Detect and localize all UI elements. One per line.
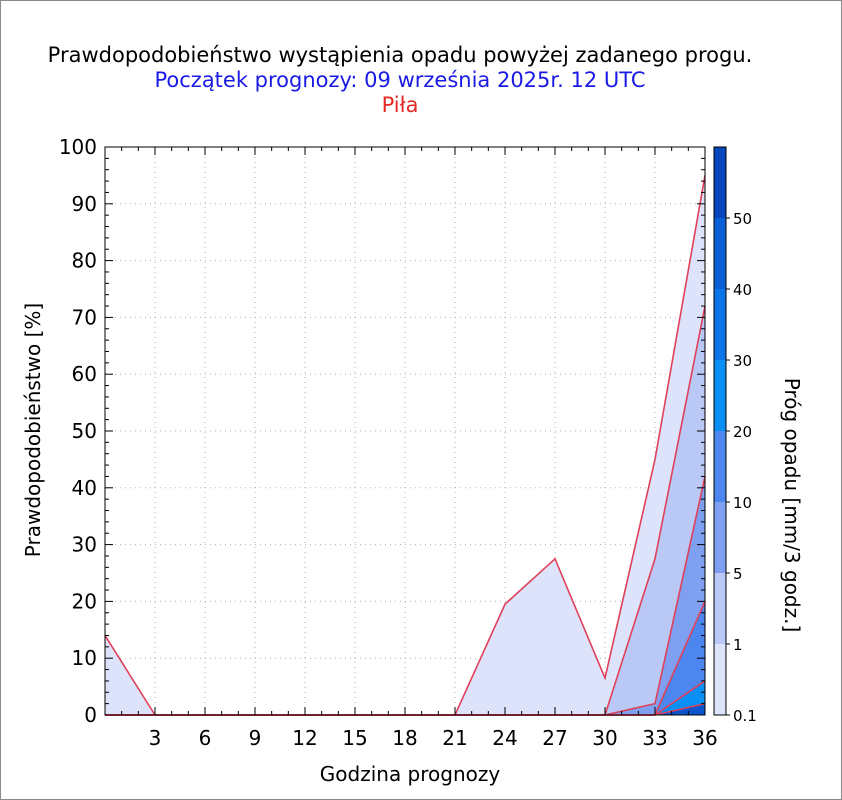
x-axis-label: Godzina prognozy [320, 762, 501, 786]
colorbar-tick-label: 50 [733, 210, 752, 228]
x-tick-label: 12 [292, 726, 317, 750]
y-tick-label: 60 [72, 362, 97, 386]
y-tick-label: 20 [72, 589, 97, 613]
x-tick-label: 21 [442, 726, 467, 750]
colorbar-tick-label: 10 [733, 494, 752, 512]
colorbar-tick-label: 1 [733, 636, 743, 654]
line-threshold-0.1 [104, 175, 706, 716]
colorbar-label: Próg opadu [mm/3 godz.] [780, 378, 804, 633]
x-tick-label: 9 [249, 726, 262, 750]
forecast-start: Początek prognozy: 09 września 2025r. 12… [154, 68, 646, 92]
colorbar-tick-label: 5 [733, 565, 743, 583]
colorbar-segment [714, 360, 726, 431]
y-tick-label: 40 [72, 476, 97, 500]
y-tick-label: 50 [72, 419, 97, 443]
x-tick-label: 30 [592, 726, 617, 750]
x-tick-label: 27 [542, 726, 567, 750]
y-tick-label: 100 [59, 135, 97, 159]
x-tick-label: 15 [342, 726, 367, 750]
chart-title: Prawdopodobieństwo wystąpienia opadu pow… [47, 43, 753, 67]
area-threshold-1 [105, 306, 705, 715]
colorbar-segment [714, 573, 726, 644]
area-threshold-0.1 [105, 175, 705, 715]
y-tick-label: 70 [72, 305, 97, 329]
colorbar-segment [714, 218, 726, 289]
y-axis-label: Prawdopodobieństwo [%] [21, 303, 45, 557]
colorbar-segment [714, 431, 726, 502]
x-tick-label: 33 [642, 726, 667, 750]
y-tick-label: 90 [72, 192, 97, 216]
colorbar-segment [714, 147, 726, 218]
x-tick-label: 24 [492, 726, 517, 750]
colorbar-tick-label: 40 [733, 281, 752, 299]
y-tick-label: 30 [72, 533, 97, 557]
x-tick-label: 18 [392, 726, 417, 750]
colorbar-tick-label: 0.1 [733, 707, 757, 725]
colorbar-tick-label: 20 [733, 423, 752, 441]
location-name: Piła [381, 93, 419, 117]
y-tick-label: 0 [84, 703, 97, 727]
x-tick-label: 6 [199, 726, 212, 750]
x-tick-label: 36 [692, 726, 717, 750]
colorbar-tick-label: 30 [733, 352, 752, 370]
x-tick-label: 3 [149, 726, 162, 750]
colorbar-segment [714, 502, 726, 573]
y-tick-label: 80 [72, 249, 97, 273]
y-tick-label: 10 [72, 646, 97, 670]
colorbar-segment [714, 644, 726, 715]
colorbar-segment [714, 289, 726, 360]
